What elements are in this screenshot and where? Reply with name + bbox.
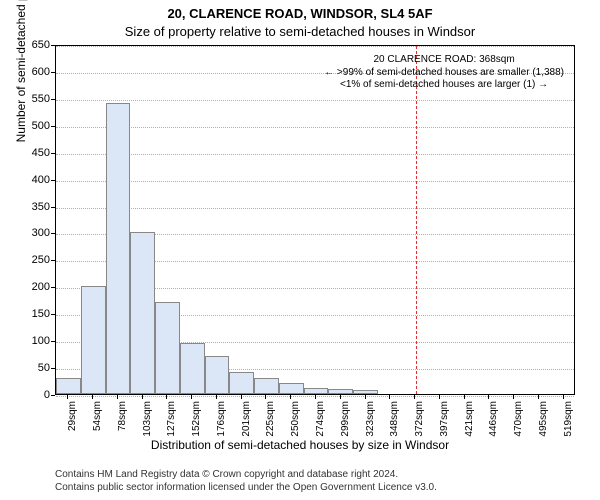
y-tick-label: 0 (10, 389, 50, 401)
footer-text: Contains HM Land Registry data © Crown c… (55, 468, 437, 494)
y-tick-label: 200 (10, 281, 50, 293)
annotation-line: <1% of semi-detached houses are larger (… (324, 79, 564, 92)
y-tick-label: 100 (10, 335, 50, 347)
histogram-bar (155, 302, 180, 394)
y-tick-label: 300 (10, 227, 50, 239)
annotation-line: ← >99% of semi-detached houses are small… (324, 67, 564, 80)
histogram-bar (180, 343, 205, 394)
x-axis-label: Distribution of semi-detached houses by … (0, 438, 600, 452)
chart-title-sub: Size of property relative to semi-detach… (0, 24, 600, 39)
footer-line-2: Contains public sector information licen… (55, 481, 437, 494)
chart-title-main: 20, CLARENCE ROAD, WINDSOR, SL4 5AF (0, 6, 600, 21)
histogram-bar (81, 286, 106, 394)
chart-container: 20, CLARENCE ROAD, WINDSOR, SL4 5AF Size… (0, 0, 600, 500)
plot-area: 20 CLARENCE ROAD: 368sqm← >99% of semi-d… (55, 45, 575, 395)
histogram-bar (279, 383, 304, 394)
y-tick-label: 250 (10, 254, 50, 266)
y-tick-label: 50 (10, 362, 50, 374)
histogram-bar (205, 356, 230, 394)
y-tick-label: 150 (10, 308, 50, 320)
annotation-box: 20 CLARENCE ROAD: 368sqm← >99% of semi-d… (324, 54, 564, 92)
marker-line (416, 46, 417, 394)
histogram-bar (106, 103, 131, 394)
histogram-bar (353, 390, 378, 394)
histogram-bar (328, 389, 353, 394)
histogram-bar (229, 372, 254, 394)
histogram-bar (130, 232, 155, 394)
y-axis-label: Number of semi-detached properties (14, 0, 28, 220)
footer-line-1: Contains HM Land Registry data © Crown c… (55, 468, 437, 481)
histogram-bar (254, 378, 279, 394)
histogram-bar (56, 378, 81, 394)
annotation-line: 20 CLARENCE ROAD: 368sqm (324, 54, 564, 67)
histogram-bar (304, 388, 329, 394)
